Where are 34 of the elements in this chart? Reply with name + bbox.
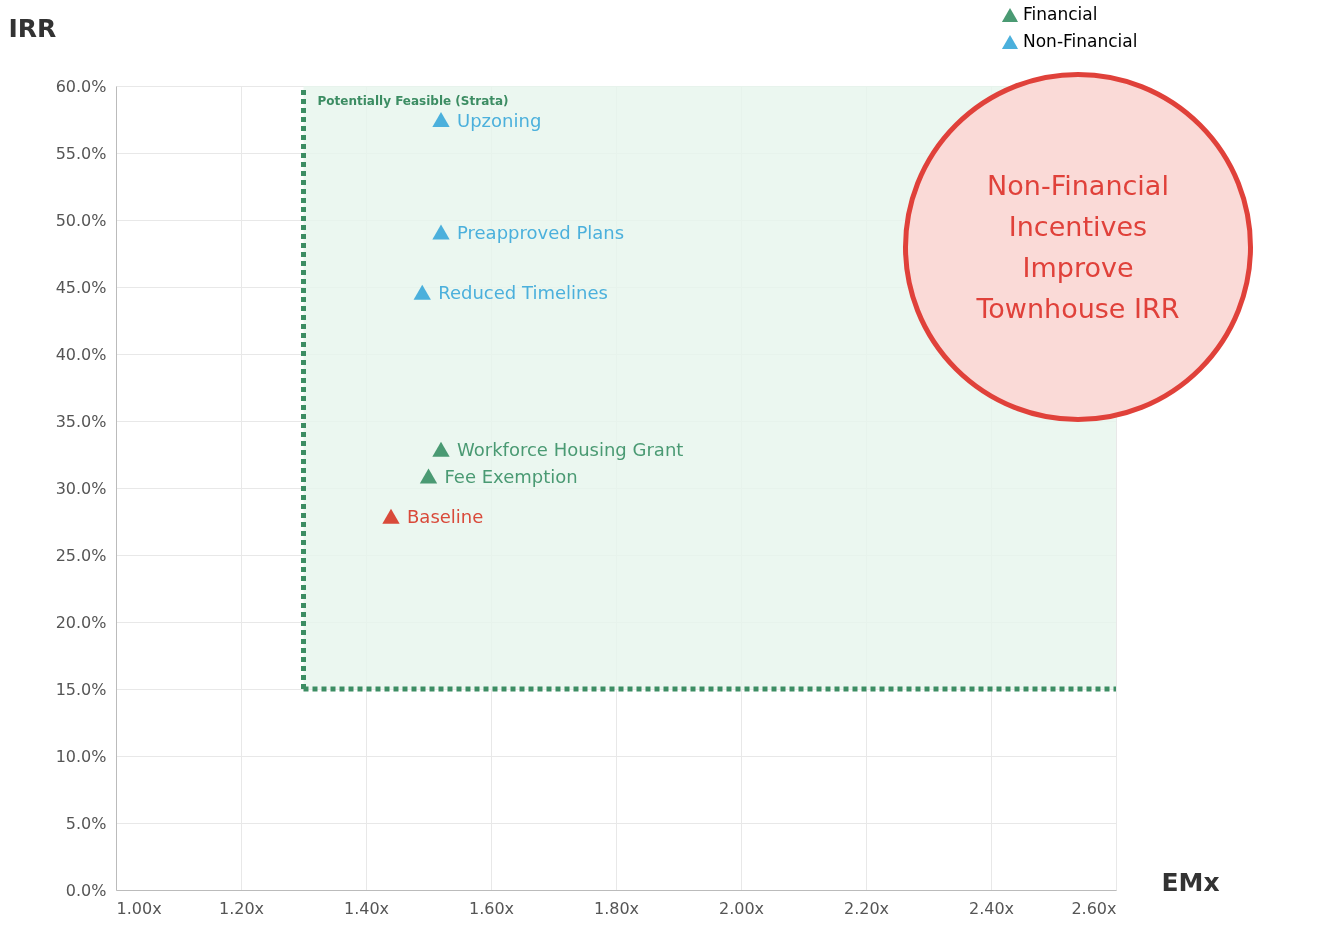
y-tick-label: 60.0%: [55, 76, 107, 96]
annotation: Reduced Timelines: [438, 282, 608, 304]
x-tick-label: 2.40x: [968, 898, 1015, 918]
annotation: Baseline: [407, 506, 484, 528]
x-tick-label: 2.20x: [843, 898, 890, 918]
annotation: Workforce Housing Grant: [457, 439, 684, 461]
y-tick-label: 20.0%: [55, 612, 107, 632]
legend-label: Financial: [1023, 4, 1098, 24]
annotation: Non-Financial Incentives Improve Townhouse IRR: [975, 168, 1181, 326]
band-label: Potentially Feasible (Strata): [317, 94, 509, 108]
y-tick-label: 0.0%: [65, 880, 107, 900]
y-tick-label: 25.0%: [55, 545, 107, 565]
x-tick-label: 2.00x: [718, 898, 765, 918]
annotation: Upzoning: [457, 109, 542, 131]
x-tick-label: 1.20x: [218, 898, 265, 918]
x-axis-title: EMx: [1161, 867, 1220, 897]
x-tick-label: 1.00x: [116, 898, 162, 918]
x-tick-label: 1.60x: [468, 898, 515, 918]
x-tick-label: 1.40x: [343, 898, 390, 918]
y-tick-label: 35.0%: [55, 411, 107, 431]
y-tick-label: 15.0%: [55, 679, 107, 699]
y-tick-label: 55.0%: [55, 143, 107, 163]
y-tick-label: 30.0%: [55, 478, 107, 498]
x-tick-label: 2.60x: [1071, 898, 1117, 918]
annotation: Fee Exemption: [444, 465, 578, 487]
legend-label: Non-Financial: [1023, 31, 1138, 51]
y-tick-label: 45.0%: [55, 277, 107, 297]
x-tick-label: 1.80x: [593, 898, 640, 918]
y-tick-label: 10.0%: [55, 746, 107, 766]
y-tick-label: 5.0%: [65, 813, 107, 833]
y-tick-label: 50.0%: [55, 210, 107, 230]
y-tick-label: 40.0%: [55, 344, 107, 364]
annotation: Preapproved Plans: [457, 222, 625, 244]
y-axis-title: IRR: [8, 13, 57, 43]
